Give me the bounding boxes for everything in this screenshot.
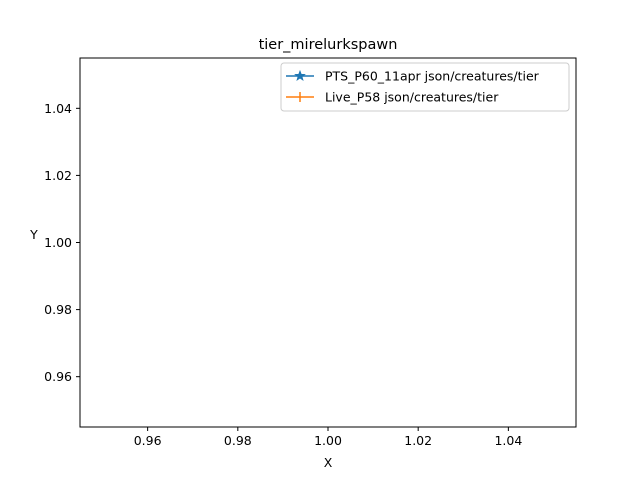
axis-ticks: 0.96 0.98 1.00 1.02 1.04 0.96 0.98 1.00 1.02 1.04 <box>44 101 522 448</box>
y-axis-label: Y <box>29 227 38 242</box>
y-tick-label: 0.96 <box>44 369 72 384</box>
x-tick-label: 0.96 <box>134 433 162 448</box>
plot-frame <box>79 57 577 428</box>
x-tick-label: 1.04 <box>494 433 522 448</box>
legend-label-pts: PTS_P60_11apr json/creatures/tier <box>325 69 540 84</box>
legend: PTS_P60_11apr json/creatures/tier Live_P… <box>280 62 570 112</box>
x-tick-label: 0.98 <box>224 433 252 448</box>
y-tick-label: 0.98 <box>44 302 72 317</box>
y-tick-label: 1.04 <box>44 101 72 116</box>
legend-marker-star <box>294 69 306 81</box>
y-tick-label: 1.02 <box>44 168 72 183</box>
legend-entry-pts: PTS_P60_11apr json/creatures/tier <box>286 69 540 84</box>
legend-entry-live: Live_P58 json/creatures/tier <box>286 90 499 105</box>
y-tick-label: 1.00 <box>44 235 72 250</box>
legend-box <box>280 62 570 112</box>
x-tick-label: 1.02 <box>404 433 432 448</box>
chart-title: tier_mirelurkspawn <box>259 37 398 53</box>
x-tick-label: 1.00 <box>314 433 342 448</box>
x-axis-label: X <box>324 455 333 470</box>
legend-label-live: Live_P58 json/creatures/tier <box>325 90 499 105</box>
